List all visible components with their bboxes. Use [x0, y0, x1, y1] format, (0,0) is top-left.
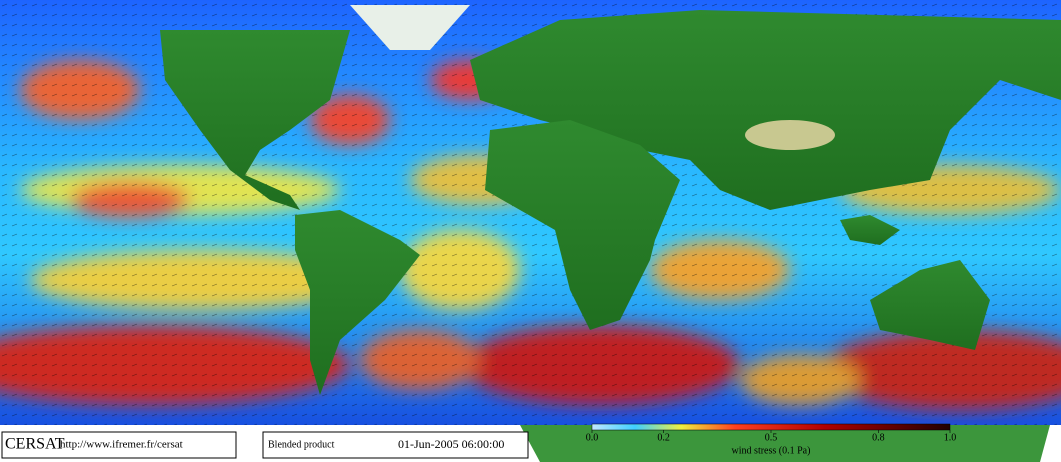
product-box — [262, 431, 529, 459]
colorbar-tick-label: 0.8 — [872, 432, 885, 443]
colorbar-ramp — [591, 423, 951, 431]
colorbar-tick-label: 1.0 — [944, 432, 957, 443]
colorbar-tick-label: 0.0 — [586, 432, 599, 443]
url: http://www.ifremer.fr/cersat — [60, 439, 183, 451]
info-box — [1, 431, 237, 459]
colorbar-tick-label: 0.2 — [657, 432, 670, 443]
colorbar-tick-label: 0.5 — [765, 432, 778, 443]
footer: CERSAT http://www.ifremer.fr/cersat Blen… — [1, 431, 529, 459]
agency: CERSAT — [5, 436, 65, 453]
colorbar: wind stress (0.1 Pa) 0.0 0.2 0.5 0.8 1.0 — [586, 423, 957, 456]
date: 01-Jun-2005 06:00:00 — [398, 437, 504, 451]
land — [0, 5, 1061, 462]
product: Blended product — [268, 439, 335, 450]
colorbar-label: wind stress (0.1 Pa) — [732, 445, 811, 456]
